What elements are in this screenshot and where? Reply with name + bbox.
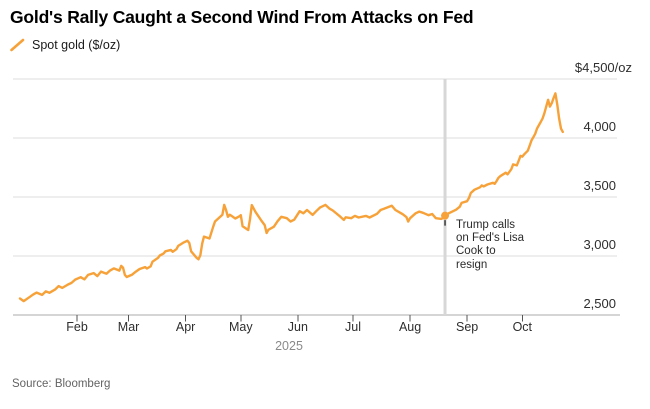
source-credit: Source: Bloomberg (12, 378, 111, 390)
spot-gold-line (18, 92, 564, 303)
event-annotation-text: Trump calls on Fed's Lisa Cook to resign (456, 219, 525, 271)
x-axis-month-label: Jul (345, 320, 362, 334)
legend-line-swatch-icon (10, 38, 25, 52)
x-axis-month-label: Jun (287, 320, 308, 334)
x-axis-year-label: 2025 (275, 339, 303, 353)
legend-label: Spot gold ($/oz) (32, 38, 121, 52)
x-axis-month-label: Feb (66, 320, 88, 334)
x-axis-month-label: Sep (455, 320, 479, 334)
event-marker-dot (441, 211, 450, 220)
x-axis-month-label: Oct (512, 320, 533, 334)
x-axis-month-label: May (228, 320, 253, 334)
y-axis-tick-label: 2,500 (583, 296, 616, 311)
legend: Spot gold ($/oz) (10, 38, 120, 52)
x-axis-month-label: Aug (398, 320, 422, 334)
x-axis-month-label: Apr (175, 320, 196, 334)
x-axis-month-label: Mar (117, 320, 140, 334)
event-vertical-line (443, 79, 447, 315)
y-axis-tick-label: 3,000 (583, 237, 616, 252)
y-axis-tick-label: 4,000 (583, 119, 616, 134)
y-axis-tick-label: 3,500 (583, 178, 616, 193)
chart-title: Gold's Rally Caught a Second Wind From A… (10, 7, 474, 27)
y-axis-tick-label: $4,500/oz (574, 60, 632, 75)
